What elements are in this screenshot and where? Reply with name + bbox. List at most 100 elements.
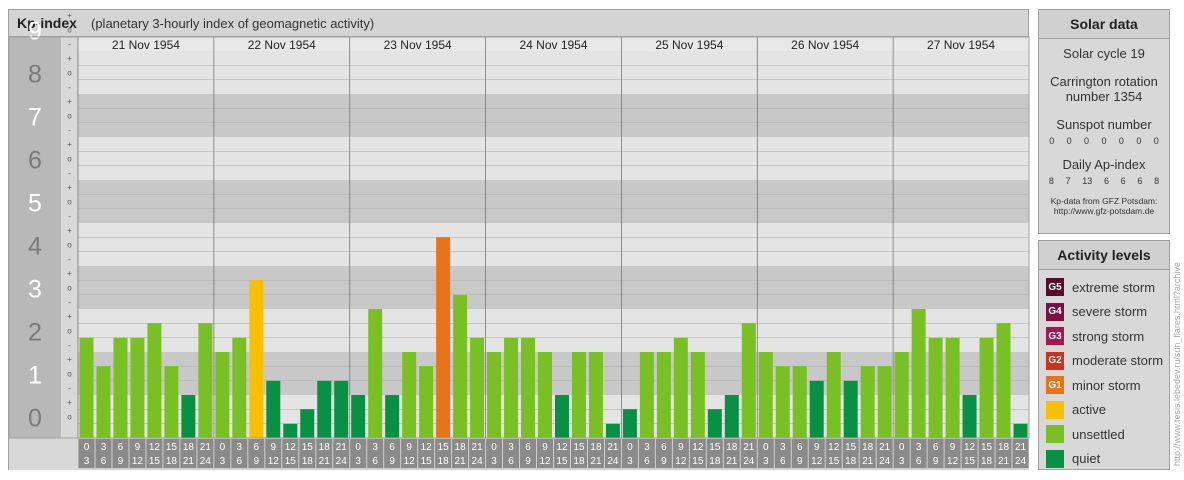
- hour-end-label: 3: [355, 456, 361, 467]
- kp-bar: [690, 352, 705, 438]
- kp-bar: [181, 395, 196, 438]
- hour-cell: [520, 439, 537, 468]
- legend-swatch: [1046, 400, 1064, 419]
- y-minor-tick: +: [67, 54, 72, 63]
- hour-start-label: 6: [797, 442, 803, 453]
- kp-bar: [809, 380, 824, 438]
- hour-start-label: 21: [336, 442, 348, 453]
- page-subtitle: (planetary 3-hourly index of geomagnetic…: [91, 16, 375, 31]
- hour-end-label: 18: [166, 456, 178, 467]
- hour-cell: [978, 439, 995, 468]
- hour-cell: [825, 439, 842, 468]
- kp-bar: [79, 337, 94, 438]
- hour-end-label: 9: [389, 456, 395, 467]
- hour-end-label: 9: [933, 456, 939, 467]
- kp-bar: [368, 309, 383, 438]
- hour-cell: [316, 439, 333, 468]
- hour-end-label: 6: [372, 456, 378, 467]
- hour-cell: [486, 439, 503, 468]
- kp-bar: [402, 352, 417, 438]
- kp-bar: [571, 352, 586, 438]
- kp-bar: [198, 323, 213, 438]
- source-link[interactable]: http://www.gfz-potsdam.de: [1053, 206, 1155, 216]
- kp-bar: [487, 352, 502, 438]
- plot-border: [8, 36, 1030, 439]
- kp-bar: [504, 337, 519, 438]
- hour-cell: [367, 439, 384, 468]
- y-minor-tick: +: [67, 312, 72, 321]
- hour-cell: [333, 439, 350, 468]
- y-band: [78, 309, 1029, 352]
- kp-bar: [215, 352, 230, 438]
- hour-start-label: 3: [101, 442, 107, 453]
- hour-end-label: 15: [149, 456, 161, 467]
- y-tick-label: 1: [28, 362, 42, 390]
- y-minor-tick: o: [67, 413, 72, 422]
- hour-cell: [808, 439, 825, 468]
- kp-bar: [164, 366, 179, 438]
- hour-end-label: 12: [132, 456, 144, 467]
- hour-end-label: 6: [644, 456, 650, 467]
- y-minor-tick: -: [68, 40, 71, 49]
- y-minor-tick: -: [68, 126, 71, 135]
- kp-bar: [673, 337, 688, 438]
- legend-swatch: [1046, 425, 1064, 444]
- hour-end-label: 21: [455, 456, 467, 467]
- kp-bar: [996, 323, 1011, 438]
- kp-bar: [249, 280, 264, 438]
- y-tick-label: 2: [28, 319, 42, 347]
- hour-cell: [587, 439, 604, 468]
- sunspot-value: 0: [1136, 136, 1142, 146]
- hour-cell: [503, 439, 520, 468]
- hour-cell: [672, 439, 689, 468]
- hour-start-label: 9: [678, 442, 684, 453]
- hour-cell: [927, 439, 944, 468]
- kp-bar: [232, 337, 247, 438]
- y-minor-tick: -: [68, 169, 71, 178]
- date-strip: [78, 37, 1029, 51]
- y-band: [78, 180, 1029, 223]
- legend-item: G1 minor storm: [1039, 373, 1169, 398]
- hour-cell: [944, 439, 961, 468]
- hour-end-label: 15: [964, 456, 976, 467]
- legend-item: G3 strong storm: [1039, 324, 1169, 349]
- y-band: [78, 51, 1029, 94]
- legend-label: unsettled: [1072, 426, 1125, 442]
- activity-levels-title: Activity levels: [1039, 241, 1169, 270]
- hour-cell: [452, 439, 469, 468]
- hour-end-label: 24: [607, 456, 619, 467]
- hour-start-label: 12: [149, 442, 161, 453]
- y-minor-tick: -: [68, 298, 71, 307]
- legend-label: minor storm: [1072, 377, 1141, 393]
- kp-bar: [555, 395, 569, 438]
- hour-end-label: 24: [1015, 456, 1027, 467]
- hour-start-label: 0: [355, 442, 361, 453]
- kp-bar: [334, 380, 349, 438]
- hour-end-label: 24: [472, 456, 484, 467]
- kp-bar: [894, 352, 909, 438]
- hour-start-label: 0: [627, 442, 633, 453]
- kp-bar: [945, 337, 960, 438]
- kp-bar: [792, 366, 807, 438]
- y-minor-tick: +: [67, 269, 72, 278]
- hour-end-label: 3: [220, 456, 226, 467]
- hour-cell: [231, 439, 248, 468]
- legend-label: extreme storm: [1072, 279, 1156, 295]
- hour-end-label: 3: [763, 456, 769, 467]
- kp-bar: [656, 352, 671, 438]
- hour-end-label: 21: [183, 456, 195, 467]
- hour-start-label: 21: [200, 442, 212, 453]
- ap-value: 6: [1137, 176, 1143, 186]
- hour-end-label: 18: [709, 456, 721, 467]
- hour-start-label: 0: [491, 442, 497, 453]
- y-minor-tick: +: [67, 226, 72, 235]
- y-band: [78, 137, 1029, 180]
- solar-data-panel: Solar data Solar cycle 19 Carrington rot…: [1038, 9, 1170, 234]
- kp-bar: [843, 380, 858, 438]
- activity-levels-panel: Activity levels G5 extreme storm G4 severe …: [1038, 240, 1170, 470]
- hour-end-label: 15: [692, 456, 704, 467]
- kp-bar: [1013, 423, 1028, 438]
- ap-value: 8: [1154, 176, 1160, 186]
- ap-value: 7: [1065, 176, 1071, 186]
